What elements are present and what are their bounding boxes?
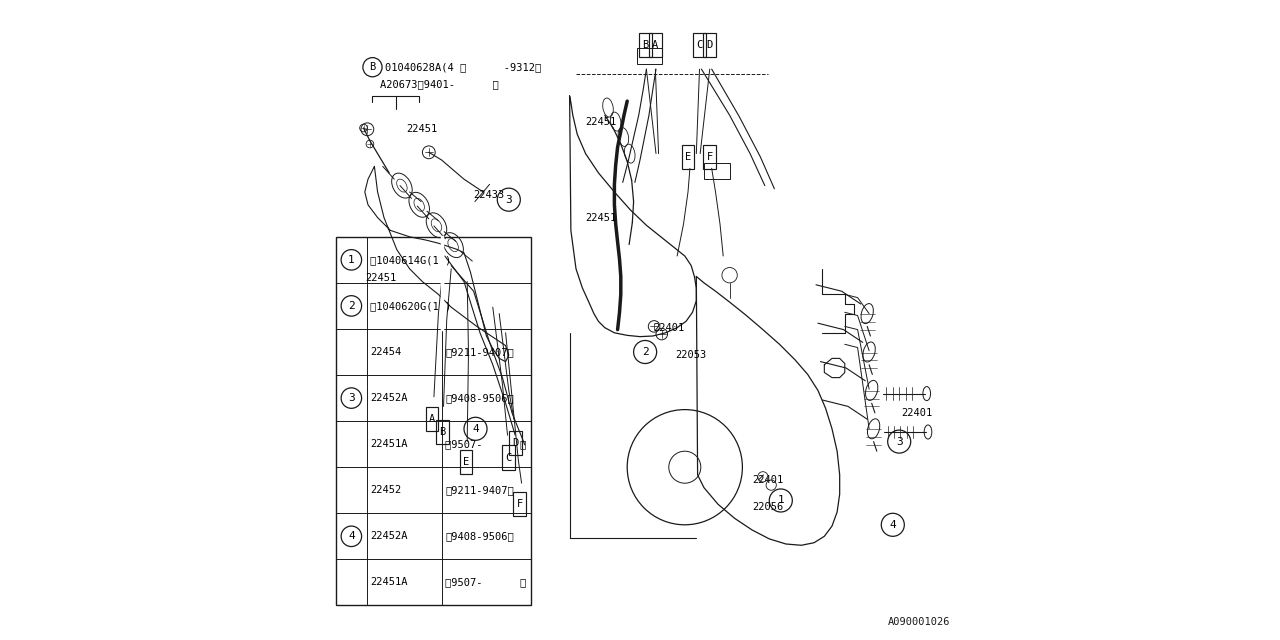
Text: 22452: 22452 (370, 485, 401, 495)
Text: （9211-9407）: （9211-9407） (445, 485, 515, 495)
Text: C: C (696, 40, 703, 50)
Bar (681, 145, 694, 169)
Bar (513, 492, 526, 516)
Text: 22454: 22454 (370, 347, 401, 357)
Text: 2: 2 (348, 301, 355, 311)
Text: F: F (517, 499, 522, 509)
Text: 22451: 22451 (407, 124, 438, 134)
Text: 22451A: 22451A (370, 577, 407, 588)
Text: 4: 4 (472, 424, 479, 434)
Text: 22401: 22401 (901, 408, 932, 418)
Text: 2: 2 (641, 347, 649, 357)
Text: 4: 4 (348, 531, 355, 541)
Text: （9408-9506）: （9408-9506） (445, 393, 515, 403)
Text: A: A (429, 414, 435, 424)
Bar (704, 145, 717, 169)
Text: 22452A: 22452A (370, 393, 407, 403)
Text: 3: 3 (348, 393, 355, 403)
Bar (649, 33, 662, 57)
Text: 01040628A(4 （      -9312）: 01040628A(4 （ -9312） (385, 62, 541, 72)
Bar (508, 431, 522, 455)
Text: ␷1040620G(1 ): ␷1040620G(1 ) (370, 301, 451, 311)
Text: D: D (512, 438, 518, 448)
Bar (637, 48, 663, 64)
Text: 4: 4 (890, 520, 896, 530)
Bar (425, 407, 438, 431)
Bar (502, 445, 516, 470)
Bar (704, 33, 717, 57)
Text: 22433: 22433 (474, 190, 504, 200)
Text: E: E (685, 152, 691, 162)
Text: ␷1040614G(1 ): ␷1040614G(1 ) (370, 255, 451, 265)
Text: 22053: 22053 (676, 350, 707, 360)
Text: 22056: 22056 (753, 502, 783, 512)
Text: （9408-9506）: （9408-9506） (445, 531, 515, 541)
Text: 22451: 22451 (365, 273, 396, 284)
Bar (704, 163, 730, 179)
Text: 3: 3 (506, 195, 512, 205)
Text: B: B (439, 427, 445, 437)
Bar (460, 450, 472, 474)
Text: E: E (463, 457, 468, 467)
Bar (435, 420, 449, 444)
Text: 22451: 22451 (585, 212, 617, 223)
Text: A: A (653, 40, 658, 50)
Text: 22451A: 22451A (370, 439, 407, 449)
Text: A090001026: A090001026 (888, 617, 950, 627)
Text: 1: 1 (348, 255, 355, 265)
Text: A20673（9401-      ）: A20673（9401- ） (380, 79, 499, 90)
Text: 22452A: 22452A (370, 531, 407, 541)
Text: 3: 3 (896, 436, 902, 447)
Text: F: F (707, 152, 713, 162)
Text: 22401: 22401 (653, 323, 684, 333)
Text: B: B (643, 40, 648, 50)
Text: B: B (370, 62, 375, 72)
Text: 1: 1 (777, 495, 785, 506)
Text: （9211-9407）: （9211-9407） (445, 347, 515, 357)
Bar (694, 33, 707, 57)
Text: 22401: 22401 (753, 475, 783, 485)
Text: C: C (506, 452, 512, 463)
Text: ）9507-      ）: ）9507- ） (445, 439, 526, 449)
Text: D: D (707, 40, 713, 50)
Bar (639, 33, 652, 57)
Text: ）9507-      ）: ）9507- ） (445, 577, 526, 588)
Bar (335, 237, 530, 605)
Text: 22451: 22451 (585, 116, 617, 127)
